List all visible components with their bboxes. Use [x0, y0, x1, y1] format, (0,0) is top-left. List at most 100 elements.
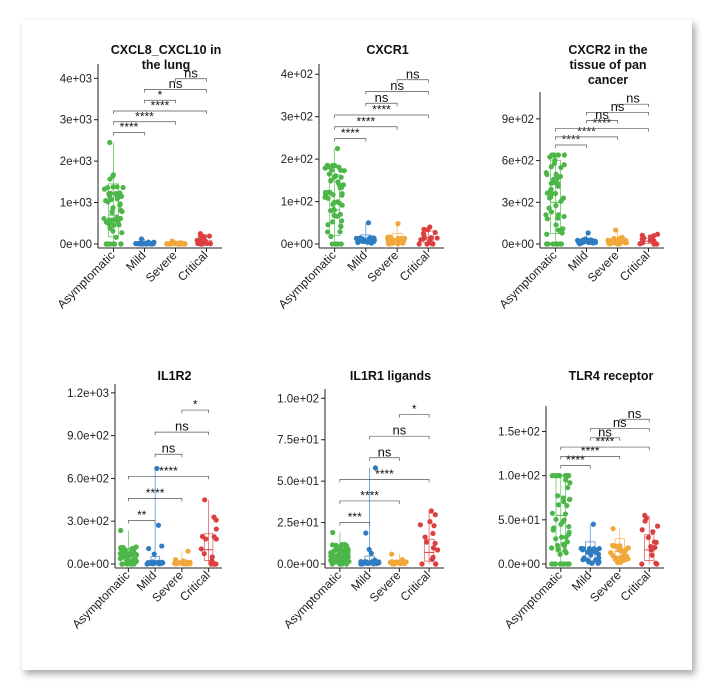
x-tick-label-mild: Mild [569, 568, 594, 593]
data-point [107, 176, 113, 182]
chart-panel-6: TLR4 receptor 0.0e+00 5.0e+01 1.0e+02 1.5e+0… [498, 369, 664, 631]
data-point [567, 480, 573, 486]
data-point [557, 551, 563, 557]
data-point [610, 526, 616, 532]
data-point [651, 241, 657, 247]
significance-label: * [412, 402, 417, 416]
data-point [548, 180, 554, 186]
significance-label: **** [120, 120, 139, 134]
data-point [544, 216, 550, 222]
data-point [555, 493, 561, 499]
data-point [557, 173, 563, 180]
data-point [329, 542, 336, 548]
data-point [331, 548, 337, 554]
data-point [154, 465, 160, 472]
data-point [330, 529, 336, 536]
chart-title-line: the lung [142, 58, 191, 72]
significance-bracket [175, 78, 207, 82]
data-point [422, 534, 428, 540]
data-point [336, 181, 342, 188]
data-point [119, 230, 125, 236]
data-point [555, 183, 561, 189]
data-point [211, 534, 217, 540]
data-point [553, 241, 559, 247]
x-tick-label-severe: Severe [585, 248, 622, 285]
significance-label: ns [169, 76, 183, 91]
significance-label: ns [378, 444, 392, 459]
data-point [175, 241, 182, 247]
y-tick-label: 5.0e+01 [277, 476, 319, 488]
data-point [111, 217, 117, 223]
data-point [148, 241, 154, 247]
data-point [554, 473, 561, 479]
data-point [344, 554, 350, 561]
data-point [206, 233, 213, 239]
data-point [123, 548, 129, 554]
x-tick-label-mild: Mild [345, 248, 370, 273]
data-point [591, 546, 597, 552]
data-point [419, 561, 425, 567]
significance-label: **** [146, 486, 165, 500]
y-tick-label: 2e+02 [281, 154, 313, 166]
data-point [434, 235, 440, 241]
significance-label: **** [151, 99, 170, 113]
data-point [558, 164, 564, 171]
data-point [364, 559, 370, 565]
data-point [432, 540, 438, 546]
y-tick-label: 0.0e+00 [498, 559, 540, 571]
significance-bracket [113, 132, 145, 136]
x-tick-label-asymptomatic: Asymptomatic [69, 568, 132, 631]
x-tick-label-severe: Severe [364, 248, 401, 285]
data-point [401, 560, 408, 567]
data-point [555, 502, 562, 508]
data-point [325, 222, 331, 228]
data-point [560, 495, 566, 501]
significance-bracket [128, 520, 156, 524]
data-point [115, 219, 121, 225]
data-point [580, 557, 586, 563]
significance-bracket [560, 446, 650, 451]
data-point [563, 534, 569, 540]
significance-bracket [334, 138, 367, 142]
data-point [106, 221, 112, 227]
data-point [388, 234, 394, 241]
y-tick-label: 3e+02 [281, 112, 313, 124]
data-point [101, 186, 108, 192]
data-point [335, 554, 341, 560]
data-point [561, 543, 568, 549]
significance-bracket [128, 475, 209, 480]
data-point [118, 193, 125, 199]
significance-label: **** [159, 464, 178, 478]
data-point [342, 548, 349, 554]
data-point [340, 182, 347, 188]
significance-bracket [181, 409, 209, 414]
data-point [648, 544, 654, 550]
data-point [639, 561, 645, 567]
data-point [559, 534, 565, 540]
data-point [564, 561, 571, 567]
data-point [108, 190, 114, 196]
data-point [585, 549, 591, 555]
significance-label: ns [598, 424, 612, 439]
x-tick-label-asymptomatic: Asymptomatic [496, 248, 559, 311]
significance-label: ns [390, 78, 404, 93]
data-point [159, 543, 165, 549]
data-point [327, 208, 334, 214]
significance-bracket [555, 128, 649, 132]
y-tick-label: 6e+02 [502, 156, 534, 168]
significance-bracket [128, 498, 183, 502]
significance-label: ns [175, 419, 189, 434]
data-point [118, 527, 124, 534]
data-point [130, 547, 137, 553]
data-point [639, 236, 645, 242]
data-point [107, 139, 113, 146]
data-point [585, 230, 591, 236]
data-point [357, 238, 364, 244]
data-point [554, 542, 561, 549]
data-point [366, 235, 373, 241]
data-point [353, 235, 360, 241]
chart-title-line: tissue of pan [569, 58, 646, 72]
x-tick-label-critical: Critical [397, 248, 433, 284]
data-point [326, 171, 332, 177]
